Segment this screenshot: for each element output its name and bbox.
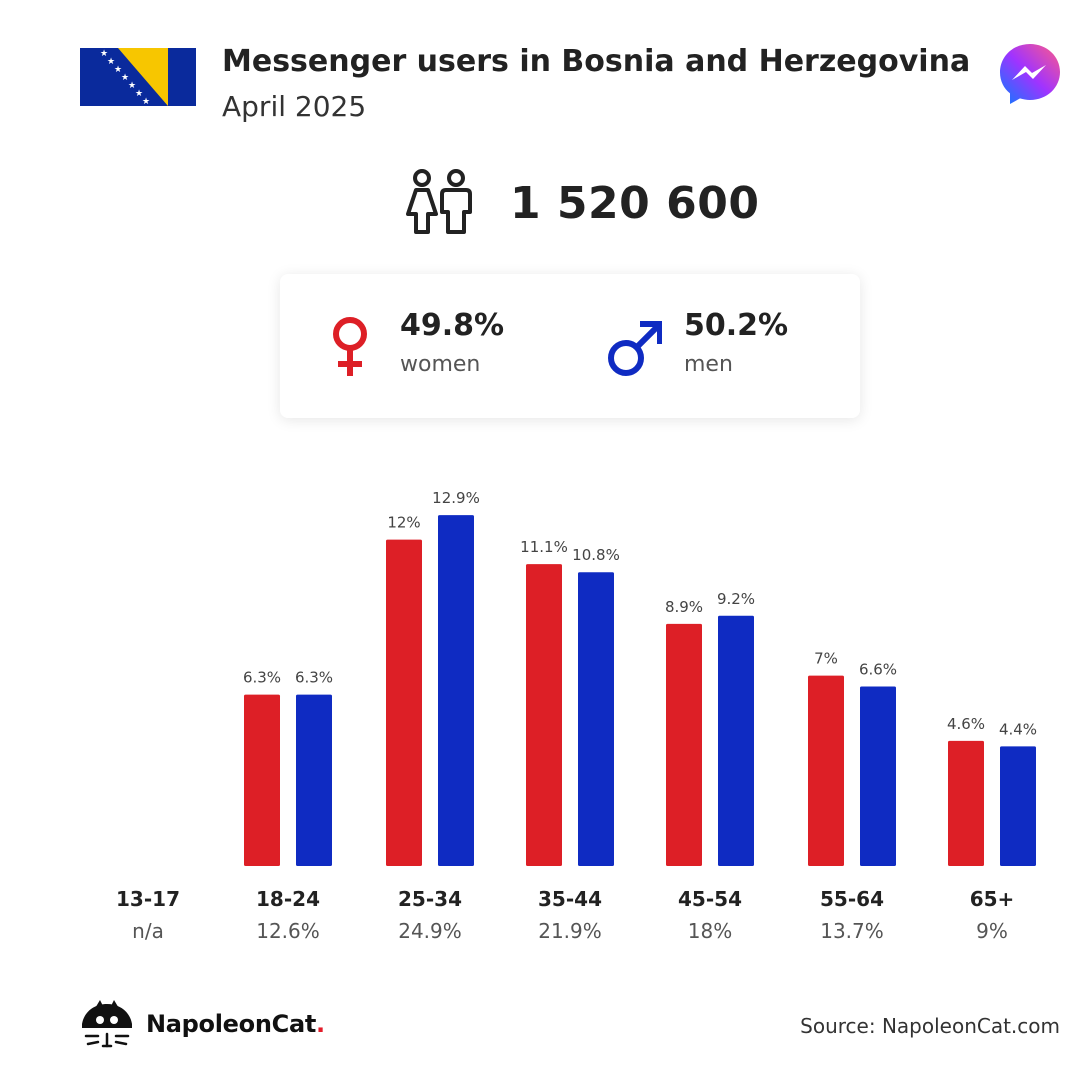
men-bar-35-44	[578, 572, 614, 866]
category-label-45-54: 45-54	[678, 887, 742, 911]
men-bar-label-25-34: 12.9%	[432, 489, 480, 507]
source-text: Source: NapoleonCat.com	[800, 1014, 1060, 1038]
male-symbol-icon	[608, 321, 662, 376]
women-bar-label-45-54: 8.9%	[665, 598, 703, 616]
men-label: men	[684, 352, 733, 377]
category-total-65+: 9%	[976, 919, 1008, 943]
category-label-65+: 65+	[970, 887, 1015, 911]
men-bar-label-45-54: 9.2%	[717, 590, 755, 608]
svg-text:★: ★	[121, 73, 129, 83]
total-value: 1 520 600	[510, 177, 760, 229]
men-bar-label-18-24: 6.3%	[295, 669, 333, 687]
svg-text:★: ★	[142, 97, 150, 106]
svg-text:★: ★	[100, 49, 108, 59]
brand-dot: .	[316, 1010, 325, 1038]
men-bar-65+	[1000, 746, 1036, 866]
category-label-35-44: 35-44	[538, 887, 602, 911]
svg-text:★: ★	[135, 89, 143, 99]
category-total-25-34: 24.9%	[398, 919, 462, 943]
napoleoncat-brand: NapoleonCat.	[78, 998, 325, 1050]
women-bar-label-25-34: 12%	[387, 514, 420, 532]
category-total-45-54: 18%	[688, 919, 732, 943]
category-total-18-24: 12.6%	[256, 919, 320, 943]
category-total-13-17: n/a	[132, 919, 164, 943]
men-stat: 50.2% men	[606, 306, 788, 378]
women-bar-45-54	[666, 623, 702, 866]
women-bar-label-55-64: 7%	[814, 650, 838, 668]
men-bar-label-65+: 4.4%	[999, 720, 1037, 738]
women-bar-35-44	[526, 564, 562, 866]
bosnia-flag-icon: ★ ★ ★ ★ ★ ★ ★	[80, 48, 196, 106]
men-bar-18-24	[296, 694, 332, 866]
brand-name: NapoleonCat.	[146, 1010, 325, 1038]
women-bar-label-18-24: 6.3%	[243, 669, 281, 687]
women-label: women	[400, 352, 481, 377]
men-bar-label-55-64: 6.6%	[859, 660, 897, 678]
men-bar-55-64	[860, 686, 896, 866]
page-subtitle: April 2025	[222, 90, 367, 123]
women-bar-25-34	[386, 539, 422, 866]
women-stat: 49.8% women	[322, 306, 504, 378]
category-label-55-64: 55-64	[820, 887, 884, 911]
women-bar-65+	[948, 740, 984, 866]
category-label-25-34: 25-34	[398, 887, 462, 911]
category-label-18-24: 18-24	[256, 887, 320, 911]
total-users: 1 520 600	[404, 168, 759, 238]
brand-name-text: NapoleonCat	[146, 1010, 317, 1038]
women-bar-label-65+: 4.6%	[947, 715, 985, 733]
page-title: Messenger users in Bosnia and Herzegovin…	[222, 44, 971, 79]
gender-card: 49.8% women 50.2% men	[280, 274, 860, 418]
messenger-logo-icon	[1000, 44, 1060, 104]
women-bar-label-35-44: 11.1%	[520, 538, 568, 556]
female-symbol-icon	[333, 317, 367, 376]
category-label-13-17: 13-17	[116, 887, 180, 911]
men-bar-45-54	[718, 615, 754, 866]
svg-text:★: ★	[128, 81, 136, 91]
napoleoncat-logo-icon	[82, 1000, 132, 1048]
svg-text:★: ★	[114, 65, 122, 75]
women-bar-18-24	[244, 694, 280, 866]
category-total-55-64: 13.7%	[820, 919, 884, 943]
women-percent: 49.8%	[400, 308, 505, 343]
men-bar-label-35-44: 10.8%	[572, 546, 620, 564]
category-total-35-44: 21.9%	[538, 919, 602, 943]
svg-text:★: ★	[107, 57, 115, 67]
men-bar-25-34	[438, 515, 474, 866]
women-bar-55-64	[808, 675, 844, 866]
men-percent: 50.2%	[684, 308, 789, 343]
people-icon	[406, 169, 472, 234]
